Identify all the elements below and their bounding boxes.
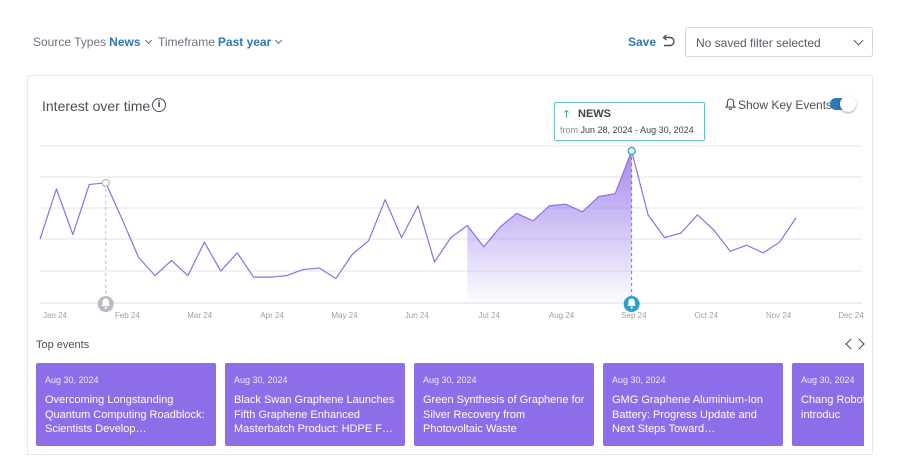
x-tick-label: Jan 24 bbox=[43, 311, 68, 320]
interest-panel bbox=[27, 75, 873, 455]
event-date: Aug 30, 2024 bbox=[423, 375, 477, 385]
event-date: Aug 30, 2024 bbox=[801, 375, 855, 385]
event-headline: Black Swan Graphene Launches Fifth Graph… bbox=[234, 394, 395, 435]
saved-filter-select[interactable]: No saved filter selected bbox=[685, 27, 873, 57]
key-event-point bbox=[627, 146, 636, 156]
x-tick-label: Aug 24 bbox=[549, 311, 575, 320]
timeframe-filter[interactable]: Timeframe Past year bbox=[158, 35, 283, 49]
timeframe-label: Timeframe bbox=[158, 35, 215, 49]
undo-icon[interactable] bbox=[660, 34, 676, 48]
saved-filter-value: No saved filter selected bbox=[696, 36, 821, 50]
tooltip-range: from Jun 28, 2024 - Aug 30, 2024 bbox=[560, 125, 694, 135]
source-types-label: Source Types bbox=[33, 35, 107, 49]
event-card[interactable]: Aug 30, 2024 Overcoming Longstanding Qua… bbox=[36, 363, 216, 446]
x-tick-label: Mar 24 bbox=[187, 311, 212, 320]
x-tick-label: May 24 bbox=[331, 311, 358, 320]
bell-clapper bbox=[104, 306, 107, 309]
event-headline: Overcoming Longstanding Quantum Computin… bbox=[45, 394, 205, 435]
x-tick-label: Jun 24 bbox=[405, 311, 430, 320]
event-date: Aug 30, 2024 bbox=[234, 375, 288, 385]
bell-icon bbox=[627, 298, 637, 306]
event-date: Aug 30, 2024 bbox=[612, 375, 666, 385]
x-tick-label: Jul 24 bbox=[479, 311, 501, 320]
events-carousel: Aug 30, 2024 Overcoming Longstanding Qua… bbox=[36, 363, 864, 446]
event-card[interactable]: Aug 30, 2024 Black Swan Graphene Launche… bbox=[225, 363, 405, 446]
tooltip-title: NEWS bbox=[578, 108, 611, 120]
x-tick-label: Sep 24 bbox=[621, 311, 647, 320]
bell-icon bbox=[725, 98, 736, 110]
source-types-value: News bbox=[109, 35, 141, 49]
highlight-area bbox=[467, 151, 632, 303]
timeframe-value: Past year bbox=[217, 35, 272, 49]
top-events-title: Top events bbox=[36, 339, 90, 351]
show-key-events-label: Show Key Events bbox=[725, 98, 832, 112]
toggle-knob bbox=[840, 96, 856, 112]
source-types-filter[interactable]: Source Types News bbox=[33, 35, 152, 49]
key-event-point bbox=[101, 178, 110, 188]
x-tick-label: Feb 24 bbox=[115, 311, 140, 320]
chart-tooltip: ↑ NEWS from Jun 28, 2024 - Aug 30, 2024 bbox=[554, 102, 705, 141]
event-date: Aug 30, 2024 bbox=[45, 375, 99, 385]
event-card[interactable]: Aug 30, 2024 Green Synthesis of Graphene… bbox=[414, 363, 594, 446]
x-tick-label: Nov 24 bbox=[766, 311, 792, 320]
series-line bbox=[39, 150, 797, 280]
x-tick-label: Oct 24 bbox=[694, 311, 718, 320]
show-key-events-toggle[interactable] bbox=[830, 96, 856, 112]
event-headline: Chang Robot Northwester Lab introduc bbox=[801, 394, 864, 421]
bell-icon bbox=[101, 298, 111, 306]
event-card[interactable]: Aug 30, 2024 GMG Graphene Aluminium-Ion … bbox=[603, 363, 783, 446]
filter-bar: Source Types News Timeframe Past year Save… bbox=[0, 0, 900, 70]
event-headline: Green Synthesis of Graphene for Silver R… bbox=[423, 394, 585, 435]
event-card[interactable]: Aug 30, 2024 Chang Robot Northwester Lab… bbox=[792, 363, 864, 446]
x-tick-label: Dec 24 bbox=[838, 311, 864, 320]
save-button[interactable]: Save bbox=[628, 35, 657, 49]
arrow-up-icon: ↑ bbox=[562, 108, 572, 121]
chart-title: Interest over time bbox=[42, 98, 151, 114]
x-tick-label: Apr 24 bbox=[260, 311, 284, 320]
info-icon[interactable]: i bbox=[152, 98, 166, 112]
bell-clapper bbox=[630, 306, 633, 309]
event-headline: GMG Graphene Aluminium-Ion Battery: Prog… bbox=[612, 394, 764, 435]
